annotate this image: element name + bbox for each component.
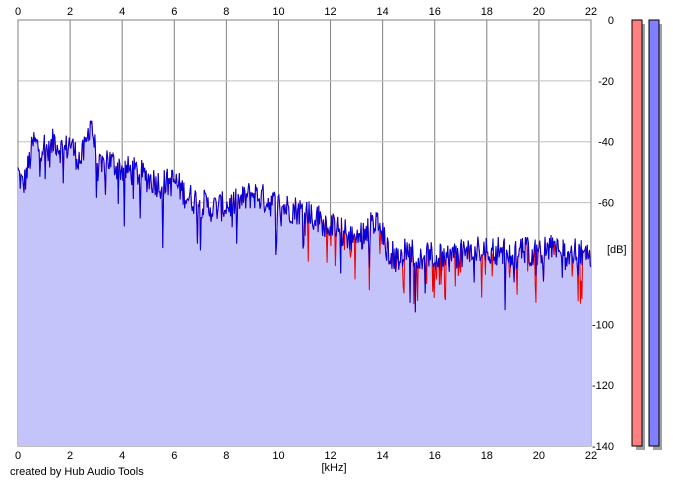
x-tick-label-top: 4 (119, 6, 125, 18)
x-tick-label-bottom: 14 (377, 450, 389, 462)
credit-text: created by Hub Audio Tools (10, 466, 144, 478)
y-tick-label: -40 (598, 137, 614, 149)
y-tick-label: -120 (592, 380, 614, 392)
x-tick-label-top: 0 (15, 6, 21, 18)
level-meter-left (631, 19, 645, 450)
y-tick-label: -60 (598, 198, 614, 210)
x-tick-label-bottom: 18 (481, 450, 493, 462)
axis-ticks: 002244668810101212141416161818202022220-… (15, 6, 614, 462)
x-tick-label-bottom: 8 (223, 450, 229, 462)
x-tick-label-bottom: 6 (171, 450, 177, 462)
x-tick-label-top: 6 (171, 6, 177, 18)
x-tick-label-top: 8 (223, 6, 229, 18)
y-axis-label: [dB] (607, 244, 627, 256)
x-tick-label-bottom: 16 (429, 450, 441, 462)
x-tick-label-top: 2 (67, 6, 73, 18)
y-tick-label: -140 (592, 441, 614, 453)
x-tick-label-bottom: 20 (533, 450, 545, 462)
x-tick-label-top: 20 (533, 6, 545, 18)
x-tick-label-bottom: 10 (272, 450, 284, 462)
x-tick-label-top: 14 (377, 6, 389, 18)
x-tick-label-top: 18 (481, 6, 493, 18)
x-tick-label-bottom: 4 (119, 450, 125, 462)
y-tick-label: -100 (592, 319, 614, 331)
x-tick-label-bottom: 2 (67, 450, 73, 462)
y-tick-label: -20 (598, 76, 614, 88)
spectrum-fill (18, 120, 591, 447)
x-tick-label-bottom: 12 (324, 450, 336, 462)
x-tick-label-top: 10 (272, 6, 284, 18)
x-axis-label: [kHz] (321, 462, 346, 474)
x-tick-label-top: 16 (429, 6, 441, 18)
x-tick-label-top: 22 (585, 6, 597, 18)
level-meter-right-bar (648, 19, 660, 447)
level-meter-left-bar (631, 19, 643, 447)
x-tick-label-bottom: 0 (15, 450, 21, 462)
level-meter-right (648, 19, 662, 450)
x-tick-label-bottom: 22 (585, 450, 597, 462)
y-tick-label: 0 (608, 15, 614, 27)
x-tick-label-top: 12 (324, 6, 336, 18)
spectrum-line-right-channel (17, 120, 592, 313)
